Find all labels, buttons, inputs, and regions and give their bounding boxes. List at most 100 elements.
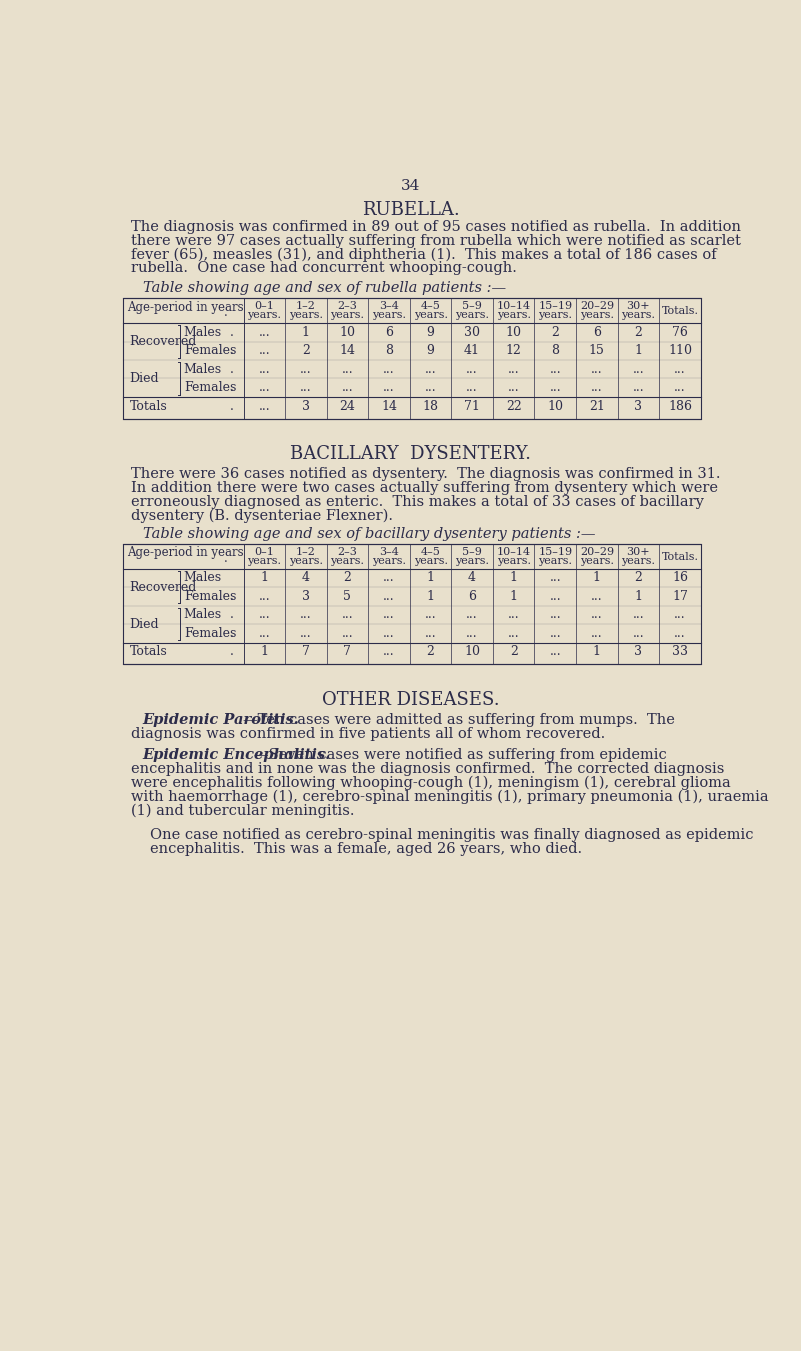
Text: 34: 34 — [401, 180, 421, 193]
Text: ...: ... — [259, 608, 270, 621]
Text: (1) and tubercular meningitis.: (1) and tubercular meningitis. — [131, 804, 355, 817]
Text: ...: ... — [508, 608, 520, 621]
Text: Recovered: Recovered — [130, 581, 197, 593]
Text: encephalitis and in none was the diagnosis confirmed.  The corrected diagnosis: encephalitis and in none was the diagnos… — [131, 762, 724, 775]
Text: ...: ... — [549, 363, 561, 376]
Text: ...: ... — [633, 608, 644, 621]
Text: ...: ... — [383, 627, 395, 640]
Text: 12: 12 — [505, 345, 521, 357]
Text: ...: ... — [259, 363, 270, 376]
Text: 8: 8 — [551, 345, 559, 357]
Text: 9: 9 — [427, 345, 434, 357]
Text: diagnosis was confirmed in five patients all of whom recovered.: diagnosis was confirmed in five patients… — [131, 727, 606, 740]
Text: years.: years. — [580, 309, 614, 320]
Text: In addition there were two cases actually suffering from dysentery which were: In addition there were two cases actuall… — [131, 481, 718, 494]
Text: encephalitis.  This was a female, aged 26 years, who died.: encephalitis. This was a female, aged 26… — [151, 842, 582, 857]
Text: ...: ... — [508, 627, 520, 640]
Text: ...: ... — [300, 381, 312, 394]
Text: 6: 6 — [593, 326, 601, 339]
Text: years.: years. — [497, 309, 531, 320]
Text: ...: ... — [549, 590, 561, 603]
Text: OTHER DISEASES.: OTHER DISEASES. — [322, 692, 500, 709]
Text: ...: ... — [591, 590, 602, 603]
Text: ...: ... — [300, 363, 312, 376]
Text: ...: ... — [259, 590, 270, 603]
Text: ...: ... — [466, 608, 478, 621]
Text: Males: Males — [183, 571, 222, 585]
Text: 15: 15 — [589, 345, 605, 357]
Text: 1: 1 — [593, 571, 601, 585]
Text: years.: years. — [455, 555, 489, 566]
Text: 1: 1 — [509, 571, 517, 585]
Text: years.: years. — [538, 309, 572, 320]
Text: 2: 2 — [551, 326, 559, 339]
Text: 41: 41 — [464, 345, 480, 357]
Text: 1: 1 — [593, 646, 601, 658]
Text: 5: 5 — [344, 590, 352, 603]
Text: 24: 24 — [340, 400, 356, 412]
Text: 4–5: 4–5 — [421, 301, 441, 312]
Text: 10–14: 10–14 — [497, 547, 531, 557]
Text: 1: 1 — [427, 571, 435, 585]
Text: ...: ... — [508, 381, 520, 394]
Text: —Seven cases were notified as suffering from epidemic: —Seven cases were notified as suffering … — [254, 748, 666, 762]
Text: 17: 17 — [672, 590, 688, 603]
Text: ...: ... — [341, 627, 353, 640]
Text: 20–29: 20–29 — [580, 301, 614, 312]
Text: 1: 1 — [302, 326, 310, 339]
Text: years.: years. — [331, 309, 364, 320]
Text: ...: ... — [549, 381, 561, 394]
Text: ...: ... — [259, 326, 270, 339]
Text: 0–1: 0–1 — [255, 301, 274, 312]
Text: 3–4: 3–4 — [379, 301, 399, 312]
Text: ...: ... — [633, 363, 644, 376]
Text: ...: ... — [259, 345, 270, 357]
Text: years.: years. — [248, 309, 281, 320]
Text: 15–19: 15–19 — [538, 547, 573, 557]
Text: ...: ... — [383, 590, 395, 603]
Text: Females: Females — [183, 590, 236, 603]
Text: Totals.: Totals. — [662, 551, 698, 562]
Text: ...: ... — [300, 608, 312, 621]
Text: years.: years. — [248, 555, 281, 566]
Text: years.: years. — [622, 555, 655, 566]
Text: ...: ... — [591, 608, 602, 621]
Text: years.: years. — [413, 555, 448, 566]
Text: 3: 3 — [634, 646, 642, 658]
Text: 1: 1 — [509, 590, 517, 603]
Text: years.: years. — [331, 555, 364, 566]
Text: ...: ... — [341, 363, 353, 376]
Text: .: . — [230, 326, 233, 339]
Text: 6: 6 — [385, 326, 393, 339]
Text: ...: ... — [591, 381, 602, 394]
Text: 2: 2 — [634, 571, 642, 585]
Text: There were 36 cases notified as dysentery.  The diagnosis was confirmed in 31.: There were 36 cases notified as dysenter… — [131, 467, 721, 481]
Text: 110: 110 — [668, 345, 692, 357]
Text: ...: ... — [674, 363, 686, 376]
Text: ...: ... — [633, 627, 644, 640]
Text: One case notified as cerebro-spinal meningitis was finally diagnosed as epidemic: One case notified as cerebro-spinal meni… — [151, 828, 754, 842]
Text: ...: ... — [466, 363, 478, 376]
Text: ...: ... — [633, 381, 644, 394]
Text: Table showing age and sex of bacillary dysentery patients :—: Table showing age and sex of bacillary d… — [143, 527, 595, 542]
Text: ...: ... — [425, 381, 437, 394]
Text: rubella.  One case had concurrent whooping-cough.: rubella. One case had concurrent whoopin… — [131, 262, 517, 276]
Text: ...: ... — [259, 400, 270, 412]
Text: 4–5: 4–5 — [421, 547, 441, 557]
Text: Recovered: Recovered — [130, 335, 197, 349]
Text: ...: ... — [425, 627, 437, 640]
Text: there were 97 cases actually suffering from rubella which were notified as scarl: there were 97 cases actually suffering f… — [131, 234, 741, 247]
Text: 10: 10 — [464, 646, 480, 658]
Text: Totals: Totals — [130, 646, 167, 658]
Text: with haemorrhage (1), cerebro-spinal meningitis (1), primary pneumonia (1), urae: with haemorrhage (1), cerebro-spinal men… — [131, 790, 769, 804]
Text: ...: ... — [466, 381, 478, 394]
Text: .: . — [230, 400, 233, 412]
Text: .: . — [230, 646, 233, 658]
Text: .: . — [230, 608, 233, 621]
Text: 2–3: 2–3 — [337, 547, 357, 557]
Text: ...: ... — [300, 627, 312, 640]
Text: ...: ... — [383, 363, 395, 376]
Text: 8: 8 — [385, 345, 393, 357]
Text: ...: ... — [674, 627, 686, 640]
Text: 6: 6 — [468, 590, 476, 603]
